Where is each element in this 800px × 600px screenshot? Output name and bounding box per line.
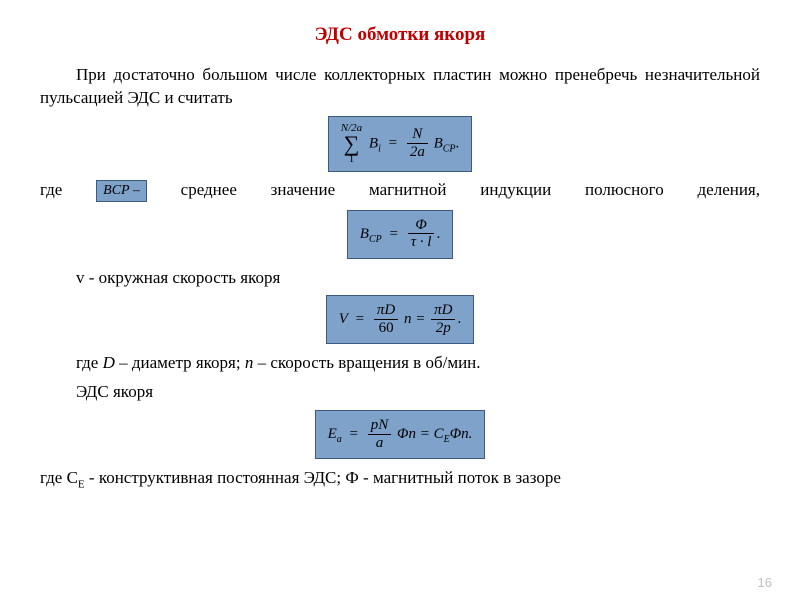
sigma-icon: N/2a ∑ 1 xyxy=(341,123,362,165)
formula-1-box: N/2a ∑ 1 Bi = N 2a BCP. xyxy=(328,116,473,172)
formula-4-row: Ea = pN a Φn = CEΦn. xyxy=(40,410,760,459)
page-number: 16 xyxy=(758,575,772,590)
paragraph-ce: где СE - конструктивная постоянная ЭДС; … xyxy=(40,467,760,492)
slide-page: ЭДС обмотки якоря При достаточно большом… xyxy=(0,0,800,600)
formula-2-frac: Φ τ · l xyxy=(408,217,435,252)
where-bcp-line: где BCP – среднее значение магнитной инд… xyxy=(40,180,760,202)
paragraph-v: v - окружная скорость якоря xyxy=(40,267,760,290)
formula-2-box: BCP = Φ τ · l . xyxy=(347,210,453,259)
paragraph-d: где D – диаметр якоря; n – скорость вращ… xyxy=(40,352,760,375)
formula-1-row: N/2a ∑ 1 Bi = N 2a BCP. xyxy=(40,116,760,172)
formula-2-row: BCP = Φ τ · l . xyxy=(40,210,760,259)
formula-3-frac1: πD 60 xyxy=(374,302,398,337)
formula-1-frac: N 2a xyxy=(407,126,428,161)
paragraph-eds: ЭДС якоря xyxy=(40,381,760,404)
paragraph-intro: При достаточно большом числе коллекторны… xyxy=(40,64,760,110)
formula-3-box: V = πD 60 n = πD 2p . xyxy=(326,295,474,344)
formula-3-row: V = πD 60 n = πD 2p . xyxy=(40,295,760,344)
bcp-box: BCP – xyxy=(96,180,147,202)
formula-4-box: Ea = pN a Φn = CEΦn. xyxy=(315,410,486,459)
formula-3-frac2: πD 2p xyxy=(431,302,455,337)
formula-4-frac: pN a xyxy=(368,417,392,452)
page-title: ЭДС обмотки якоря xyxy=(40,24,760,46)
